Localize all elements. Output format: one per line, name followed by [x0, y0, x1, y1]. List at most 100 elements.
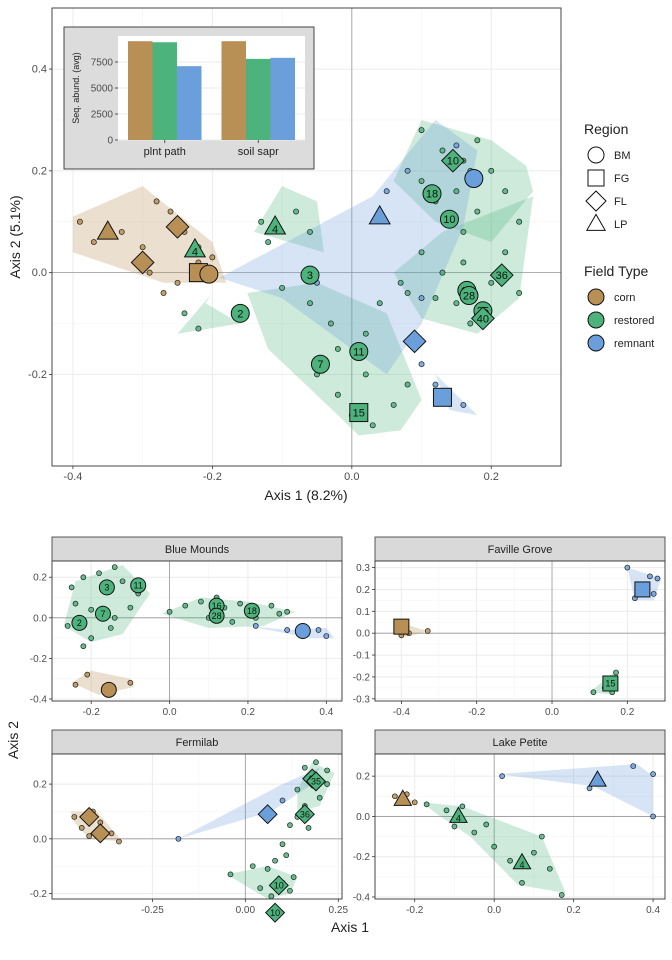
panel-border — [51, 753, 343, 900]
x-tick-label: 0.4 — [646, 905, 660, 916]
centroid-label: 10 — [447, 156, 459, 168]
point-restored — [502, 249, 509, 256]
point-restored — [439, 269, 446, 276]
point-restored — [404, 381, 411, 388]
point-corn — [411, 799, 418, 806]
inset-y-tick-label: 0 — [107, 136, 113, 147]
centroid-restored-circle — [208, 607, 225, 624]
inset-y-tick-label: 2500 — [91, 110, 114, 121]
centroid-label: 18 — [426, 189, 438, 201]
point-restored — [80, 643, 87, 650]
centroid-corn-square — [393, 618, 410, 635]
point-remnant — [624, 564, 631, 571]
point-restored — [264, 866, 271, 872]
centroid-label: 36 — [496, 270, 508, 282]
facet-x-axis-label: Axis 1 — [331, 919, 369, 935]
x-tick-label: -0.2 — [203, 471, 222, 483]
y-tick-label: 0.1 — [356, 607, 370, 618]
point-restored — [279, 284, 286, 291]
point-restored — [362, 330, 369, 337]
point-restored — [290, 874, 297, 880]
point-restored — [327, 320, 334, 327]
centroid-label: 18 — [247, 606, 257, 616]
point-restored — [198, 598, 204, 605]
y-tick-label: -0.2 — [353, 672, 371, 683]
facet-fermilab: Fermilab4035361010-0.250.000.25-0.20.00.… — [30, 729, 348, 923]
y-tick-label: 0.4 — [32, 64, 47, 76]
point-restored — [272, 857, 278, 864]
y-tick-label: 0.3 — [356, 563, 370, 574]
y-tick-label: 0.0 — [33, 834, 47, 845]
point-restored — [460, 228, 467, 235]
point-restored — [313, 759, 319, 766]
centroid-corn-circle — [199, 264, 219, 284]
legend-fieldtype-label: restored — [614, 315, 654, 327]
centroid-label: 36 — [300, 809, 310, 819]
point-remnant — [418, 361, 425, 368]
centroid-corn-diamond — [130, 250, 155, 275]
point-remnant — [279, 797, 286, 804]
point-remnant — [284, 627, 290, 633]
point-restored — [397, 279, 404, 286]
y-tick-label: 0.0 — [356, 629, 370, 640]
y-tick-label: 0.0 — [33, 613, 47, 624]
x-tick-label: 0.4 — [319, 707, 333, 718]
point-corn — [90, 239, 97, 246]
legend-key-square — [587, 169, 605, 187]
centroid-restored-circle — [349, 342, 369, 361]
centroid-label: 15 — [605, 679, 615, 689]
point-restored — [195, 325, 202, 332]
point-corn — [78, 825, 85, 831]
point-restored — [293, 208, 299, 215]
point-restored — [516, 218, 523, 225]
centroid-label: 16 — [212, 601, 222, 611]
hull-restored — [247, 282, 422, 436]
point-restored — [96, 570, 102, 577]
facet-faville-grove: Faville Grove 15 -0.4 -0.2 0.0 0.2 -0.3 -0.2 -0.… — [353, 536, 666, 718]
point-restored — [268, 893, 275, 900]
point-restored — [237, 600, 243, 607]
point-remnant — [432, 381, 439, 388]
point-remnant — [252, 623, 259, 629]
point-restored — [249, 863, 256, 870]
centroid-restored-diamond — [294, 804, 315, 825]
centroid-label: 4 — [456, 814, 461, 824]
centroid-label: 11 — [353, 346, 364, 358]
point-corn — [127, 679, 134, 686]
centroid-label: 4 — [272, 224, 278, 236]
point-restored — [182, 602, 189, 609]
facet-strip — [51, 536, 343, 562]
point-restored — [546, 865, 553, 872]
centroid-label: 15 — [353, 408, 365, 420]
hull-restored — [254, 186, 324, 253]
point-restored — [483, 821, 490, 828]
point-restored — [229, 619, 236, 625]
point-restored — [265, 239, 272, 246]
centroid-label: 10 — [274, 881, 284, 891]
hull-remnant — [435, 374, 478, 416]
centroid-restored-diamond — [489, 263, 514, 288]
inset-x-tick-label: plnt path — [144, 146, 186, 158]
y-tick-label: 0.2 — [33, 780, 47, 791]
point-restored — [316, 794, 323, 801]
point-remnant — [460, 401, 467, 408]
centroid-restored-circle — [439, 209, 459, 229]
y-tick-label: -0.2 — [353, 852, 371, 863]
facet-title: Fermilab — [176, 737, 219, 749]
facet-title: Faville Grove — [488, 544, 553, 556]
point-restored — [488, 167, 495, 174]
centroid-remnant-diamond — [257, 804, 278, 825]
point-restored — [324, 767, 330, 774]
centroid-restored-diamond — [305, 771, 327, 792]
inset-bar-remnant — [177, 66, 202, 140]
point-restored — [474, 208, 481, 215]
inset-x-tick-label: soil sapr — [238, 146, 279, 158]
point-corn — [160, 290, 167, 296]
legend-key-triangle — [585, 213, 607, 231]
legend-region-label: FL — [614, 196, 627, 208]
facet-strip — [51, 729, 343, 755]
centroid-label: 28 — [212, 611, 222, 621]
y-tick-label: 0.2 — [33, 573, 47, 584]
x-tick-label: 0.00 — [236, 905, 256, 916]
x-tick-label: -0.25 — [141, 905, 164, 916]
